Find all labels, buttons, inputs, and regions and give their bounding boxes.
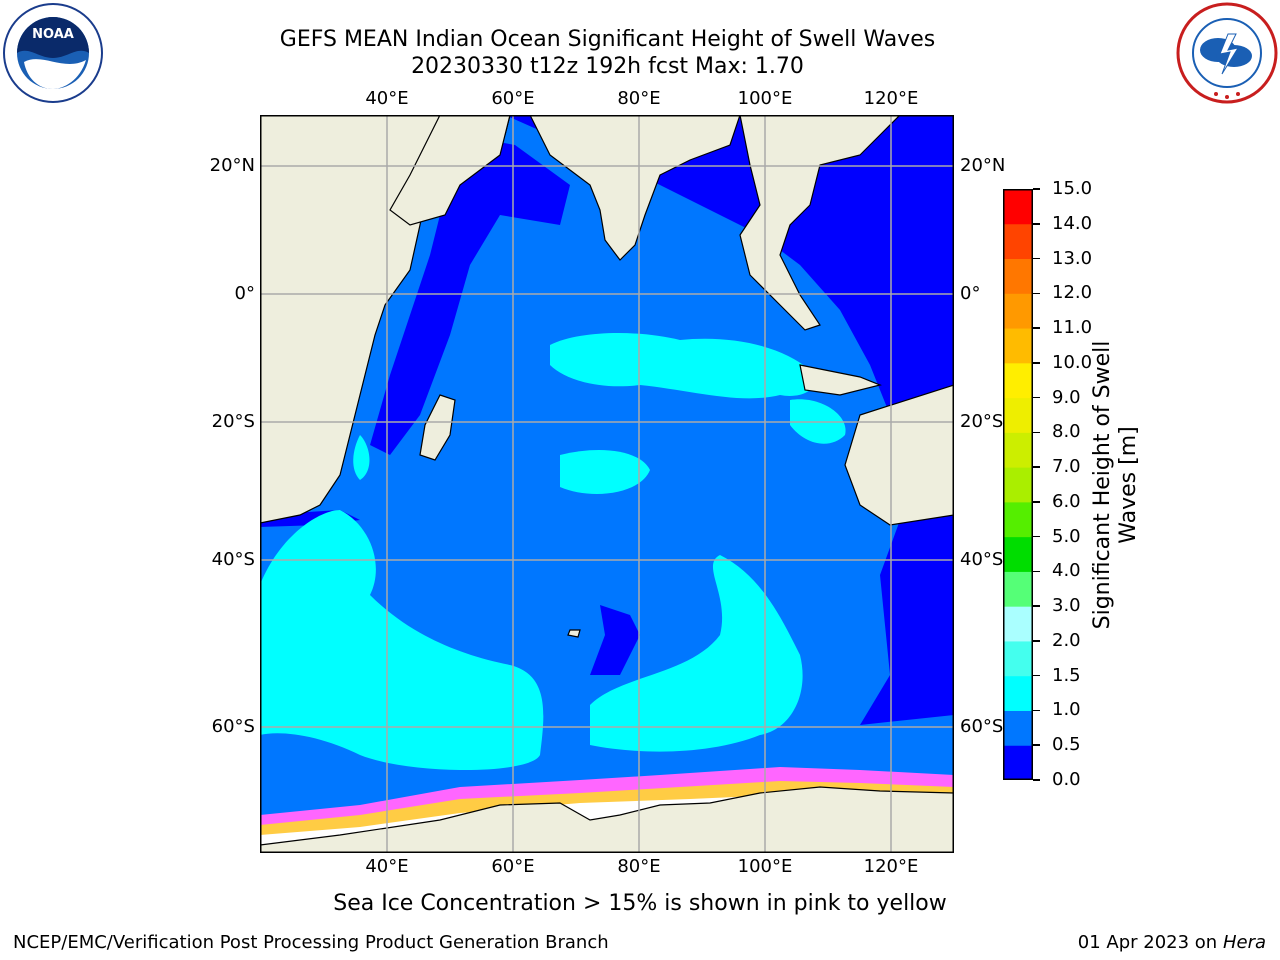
lon-tick-top: 60°E (491, 88, 535, 109)
lon-tick-bottom: 40°E (365, 856, 409, 877)
india (529, 115, 741, 261)
colorbar-tick-label: 7.0 (1052, 456, 1081, 478)
lon-tick-top: 100°E (737, 88, 793, 109)
lat-tick-right: 20°S (960, 411, 1004, 432)
noaa-logo-text: NOAA (32, 27, 74, 42)
colorbar-band (1003, 745, 1033, 780)
lat-tick-left: 60°S (211, 716, 255, 737)
lat-tick-left: 0° (234, 283, 255, 304)
colorbar-tick-label: 5.0 (1052, 525, 1081, 547)
continents (260, 115, 954, 638)
arabian-peninsula (389, 115, 511, 226)
java-sumatra (799, 364, 882, 396)
colorbar (1003, 189, 1033, 780)
colorbar-tick-mark (1033, 605, 1040, 607)
lon-tick-top: 80°E (617, 88, 661, 109)
colorbar-band (1003, 362, 1033, 399)
colorbar-tick-mark (1033, 744, 1040, 746)
colorbar-tick-label: 3.0 (1052, 595, 1081, 617)
chart-subtitle: 20230330 t12z 192h fcst Max: 1.70 (411, 54, 804, 79)
lat-tick-left: 20°S (211, 411, 255, 432)
colorbar-band (1003, 710, 1033, 746)
colorbar-band (1003, 571, 1033, 607)
colorbar-tick-mark (1033, 188, 1040, 190)
madagascar (419, 394, 456, 461)
lon-tick-top: 40°E (365, 88, 409, 109)
colorbar-tick-mark (1033, 223, 1040, 225)
colorbar-tick-label: 15.0 (1052, 178, 1093, 199)
chart-title: GEFS MEAN Indian Ocean Significant Heigh… (279, 27, 936, 52)
lat-tick-right: 40°S (960, 549, 1004, 570)
colorbar-tick-mark (1033, 674, 1040, 677)
colorbar-tick-mark (1033, 535, 1040, 538)
lat-tick-right: 60°S (960, 716, 1004, 737)
lat-tick-left: 20°N (209, 155, 255, 176)
colorbar-tick-label: 9.0 (1052, 386, 1081, 408)
colorbar-tick-label: 6.0 (1052, 490, 1081, 512)
footer-credit: NCEP/EMC/Verification Post Processing Pr… (13, 932, 609, 953)
colorbar-tick-label: 13.0 (1052, 247, 1093, 269)
colorbar-band (1003, 328, 1033, 364)
colorbar-band (1003, 467, 1033, 503)
colorbar-tick-label: 12.0 (1052, 282, 1093, 304)
swell-height-map (260, 115, 954, 853)
noaa-logo: NOAA (3, 3, 103, 103)
colorbar-tick-mark (1033, 396, 1040, 399)
colorbar-band (1003, 223, 1033, 260)
colorbar-tick-label: 1.0 (1052, 699, 1081, 721)
sea-ice-note: Sea Ice Concentration > 15% is shown in … (333, 891, 947, 916)
colorbar-band (1003, 189, 1033, 225)
colorbar-band (1003, 397, 1033, 433)
colorbar-tick-mark (1033, 257, 1040, 260)
colorbar-tick-mark (1033, 292, 1040, 295)
colorbar-tick-label: 1.5 (1052, 664, 1081, 686)
colorbar-tick-mark (1033, 327, 1040, 329)
colorbar-tick-mark (1033, 501, 1040, 503)
colorbar-title-line1: Significant Height of Swell (1090, 340, 1115, 630)
antarctica-land (260, 786, 954, 853)
lat-tick-left: 40°S (211, 549, 255, 570)
colorbar-tick-mark (1033, 779, 1040, 781)
colorbar-tick-mark (1033, 431, 1040, 434)
lon-tick-bottom: 60°E (491, 856, 535, 877)
lat-tick-right: 0° (960, 283, 981, 304)
colorbar-tick-label: 10.0 (1052, 351, 1093, 373)
australia (844, 384, 954, 526)
lon-tick-bottom: 80°E (617, 856, 661, 877)
colorbar-band (1003, 675, 1033, 711)
colorbar-band (1003, 640, 1033, 677)
colorbar-band (1003, 606, 1033, 642)
colorbar-band (1003, 432, 1033, 468)
colorbar-tick-label: 11.0 (1052, 317, 1093, 339)
colorbar-tick-label: 4.0 (1052, 560, 1081, 582)
lon-tick-bottom: 120°E (863, 856, 919, 877)
colorbar-band (1003, 258, 1033, 294)
graticule (260, 115, 954, 853)
high-swell-zones (260, 333, 846, 770)
kerguelen (567, 629, 581, 638)
colorbar-band (1003, 293, 1033, 329)
colorbar-tick-mark (1033, 640, 1040, 642)
nws-logo (1176, 2, 1278, 104)
colorbar-band (1003, 501, 1033, 538)
colorbar-title-line2: Waves [m] (1116, 426, 1141, 544)
lon-tick-top: 120°E (863, 88, 919, 109)
colorbar-tick-mark (1033, 466, 1040, 468)
lat-tick-right: 20°N (960, 155, 1006, 176)
footer-date: 01 Apr 2023 on Hera (1078, 932, 1266, 954)
colorbar-tick-label: 2.0 (1052, 629, 1081, 651)
lon-tick-bottom: 100°E (737, 856, 793, 877)
colorbar-band (1003, 536, 1033, 572)
colorbar-tick-mark (1033, 362, 1040, 364)
colorbar-tick-label: 0.0 (1052, 769, 1081, 790)
colorbar-tick-label: 8.0 (1052, 421, 1081, 443)
colorbar-tick-mark (1033, 709, 1040, 712)
footer-host: Hera (1222, 932, 1266, 953)
colorbar-tick-label: 14.0 (1052, 212, 1093, 234)
map-frame (260, 115, 954, 853)
colorbar-tick-mark (1033, 570, 1040, 573)
southeast-asia (739, 115, 901, 331)
footer-date-text: 01 Apr 2023 on (1077, 932, 1223, 953)
colorbar-tick-label: 0.5 (1052, 734, 1081, 756)
